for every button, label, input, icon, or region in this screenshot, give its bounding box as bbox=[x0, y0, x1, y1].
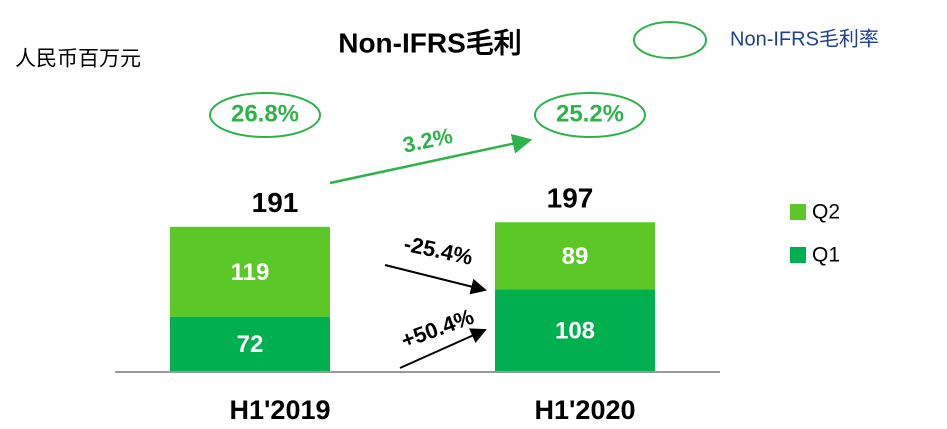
legend-swatch bbox=[790, 247, 806, 263]
value-label: 89 bbox=[562, 243, 589, 270]
value-label: 72 bbox=[237, 331, 264, 358]
margin-ellipse bbox=[209, 92, 321, 138]
margin-label: 25.2% bbox=[556, 100, 624, 127]
bar-segment bbox=[170, 226, 330, 317]
margin-label: 26.8% bbox=[231, 100, 299, 127]
value-label: 108 bbox=[555, 318, 595, 345]
legend-label: Non-IFRS毛利率 bbox=[730, 27, 879, 50]
x-tick-label: H1'2019 bbox=[230, 395, 331, 425]
chart-title: Non-IFRS毛利 bbox=[338, 27, 522, 58]
value-label: 119 bbox=[231, 259, 270, 286]
growth-arrow bbox=[384, 264, 487, 295]
growth-label: -25.4% bbox=[402, 231, 475, 270]
margin-ellipse bbox=[534, 92, 646, 138]
legend-label: Q2 bbox=[812, 201, 840, 224]
growth-label: +50.4% bbox=[398, 304, 477, 353]
unit-label: 人民币百万元 bbox=[15, 47, 141, 71]
bar-segment bbox=[495, 222, 655, 290]
x-tick-label: H1'2020 bbox=[535, 395, 636, 425]
total-label: 197 bbox=[547, 183, 594, 214]
change-label: 3.2% bbox=[401, 123, 455, 158]
bar-segment bbox=[495, 289, 655, 371]
total-label: 191 bbox=[252, 187, 299, 218]
legend-ellipse bbox=[633, 21, 707, 59]
legend-label: Q1 bbox=[812, 244, 840, 267]
growth-arrow bbox=[399, 328, 487, 369]
change-arrow bbox=[329, 133, 533, 185]
legend-swatch bbox=[790, 204, 806, 220]
bar-segment bbox=[170, 316, 330, 371]
